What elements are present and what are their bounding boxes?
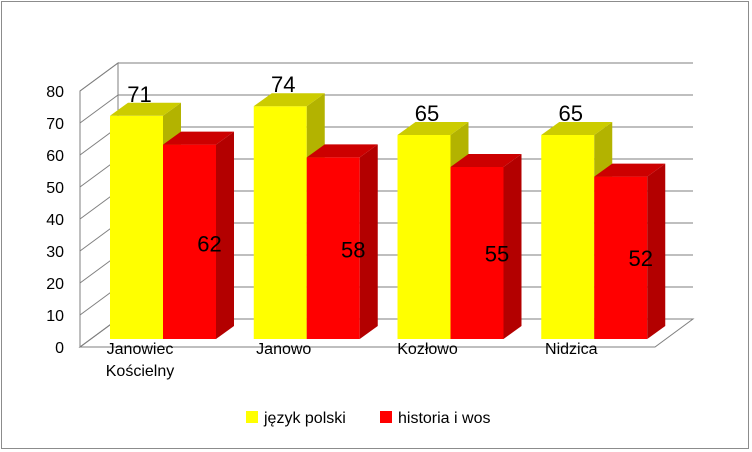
bar-historia-i-wos (594, 176, 648, 339)
y-tick-label: 10 (46, 308, 64, 325)
bar-jezyk-polski (397, 135, 451, 339)
legend-label: język polski (263, 410, 346, 427)
bar-top (594, 163, 666, 177)
bar-historia-i-wos (306, 157, 360, 339)
x-tick-label: Janowo (256, 341, 311, 358)
y-tick-label: 40 (46, 212, 64, 229)
data-label: 58 (341, 237, 365, 262)
bar-side (647, 163, 666, 339)
y-tick-label: 60 (46, 148, 64, 165)
y-tick-label: 20 (46, 276, 64, 293)
x-tick-label: Kościelny (106, 363, 174, 380)
legend-label: historia i wos (398, 410, 490, 427)
x-tick-label: Janowiec (107, 341, 174, 358)
grid-depth-line (79, 62, 119, 92)
x-tick-label: Nidzica (545, 341, 598, 358)
y-tick-label: 50 (46, 180, 64, 197)
y-tick-label: 30 (46, 244, 64, 261)
bar-side (503, 154, 522, 339)
y-tick-label: 70 (46, 116, 64, 133)
bar-top (541, 122, 613, 135)
bar-historia-i-wos (163, 144, 216, 339)
data-label: 65 (559, 101, 583, 126)
bar-top (253, 93, 325, 107)
legend-swatch (246, 411, 258, 423)
bar-jezyk-polski (110, 115, 163, 339)
data-label: 62 (197, 232, 221, 257)
bar-historia-i-wos (450, 167, 504, 339)
data-label: 74 (271, 72, 295, 97)
bar-top (110, 102, 181, 116)
legend-swatch (380, 411, 392, 423)
data-label: 65 (415, 101, 439, 126)
data-label: 71 (127, 82, 151, 107)
bar-side (359, 144, 378, 339)
bar-top (450, 154, 522, 167)
y-tick-label: 0 (55, 340, 64, 357)
bar-side (216, 131, 234, 339)
bar-top (397, 122, 469, 135)
grid-depth-line (79, 94, 119, 124)
x-tick-label: Kozłowo (397, 341, 458, 358)
bar-top (306, 144, 378, 158)
data-label: 55 (485, 242, 509, 267)
bar-jezyk-polski (253, 106, 307, 339)
bar-top (163, 131, 234, 145)
bar-jezyk-polski (541, 135, 595, 339)
y-tick-label: 80 (46, 84, 64, 101)
data-label: 52 (629, 246, 653, 271)
